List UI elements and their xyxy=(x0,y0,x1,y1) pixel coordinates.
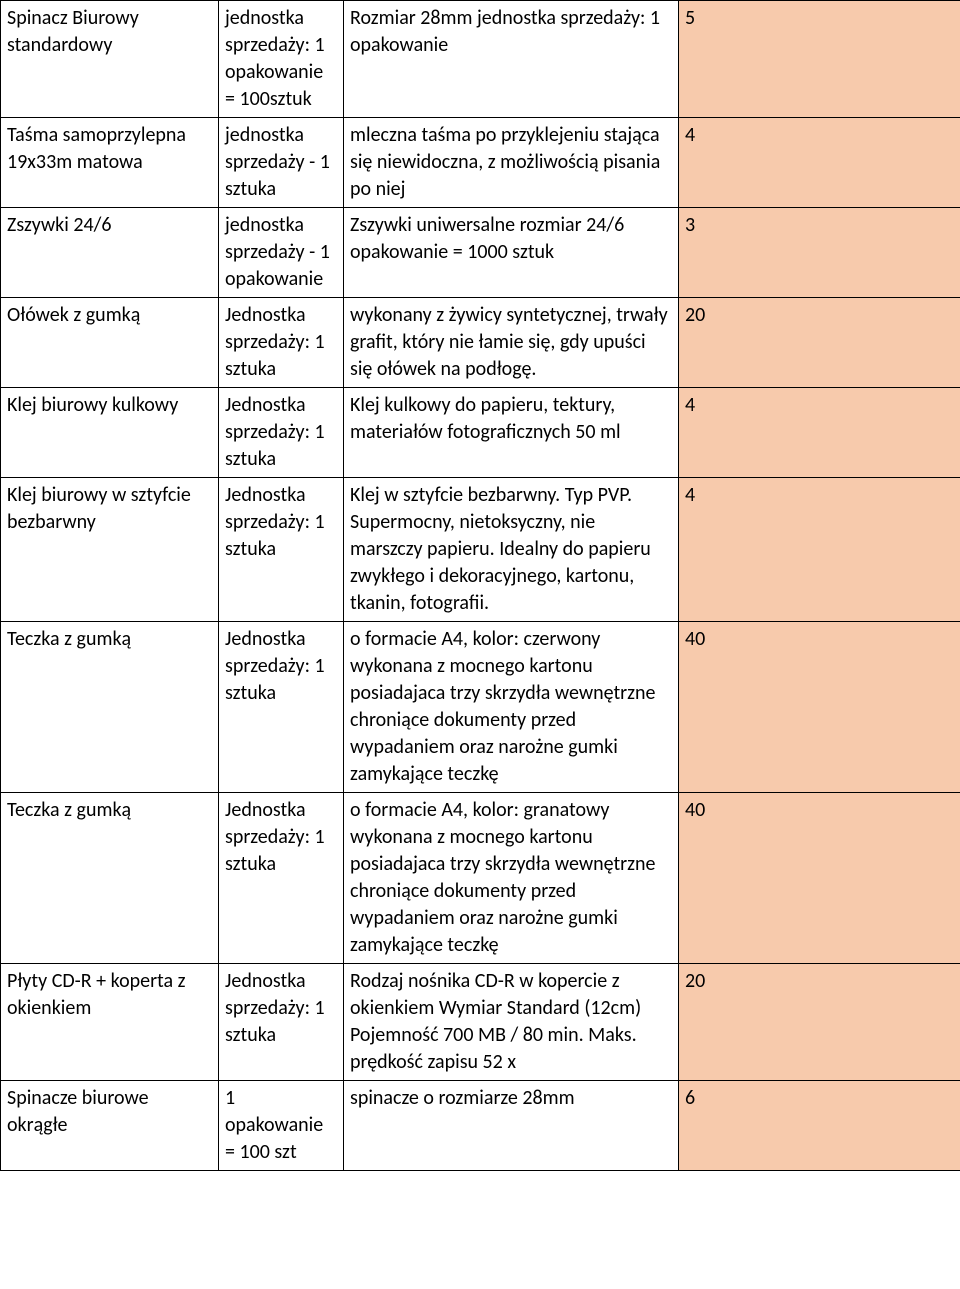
cell-desc: Klej kulkowy do papieru, tektury, materi… xyxy=(344,388,679,478)
products-table: Spinacz Biurowy standardowy jednostka sp… xyxy=(0,0,960,1171)
cell-name: Płyty CD-R + koperta z okienkiem xyxy=(1,964,219,1081)
cell-name: Teczka z gumką xyxy=(1,793,219,964)
cell-unit: jednostka sprzedaży - 1 opakowanie xyxy=(219,208,344,298)
cell-name: Klej biurowy w sztyfcie bezbarwny xyxy=(1,478,219,622)
cell-qty: 20 xyxy=(679,298,960,388)
cell-desc: Rozmiar 28mm jednostka sprzedaży: 1 opak… xyxy=(344,1,679,118)
cell-desc: o formacie A4, kolor: czerwony wykonana … xyxy=(344,622,679,793)
cell-name: Spinacze biurowe okrągłe xyxy=(1,1081,219,1171)
table-row: Spinacze biurowe okrągłe 1 opakowanie = … xyxy=(1,1081,960,1171)
cell-unit: Jednostka sprzedaży: 1 sztuka xyxy=(219,298,344,388)
cell-qty: 4 xyxy=(679,388,960,478)
table-row: Teczka z gumką Jednostka sprzedaży: 1 sz… xyxy=(1,793,960,964)
cell-desc: Klej w sztyfcie bezbarwny. Typ PVP. Supe… xyxy=(344,478,679,622)
cell-qty: 3 xyxy=(679,208,960,298)
table-row: Klej biurowy w sztyfcie bezbarwny Jednos… xyxy=(1,478,960,622)
table-row: Klej biurowy kulkowy Jednostka sprzedaży… xyxy=(1,388,960,478)
cell-qty: 4 xyxy=(679,478,960,622)
cell-unit: Jednostka sprzedaży: 1 sztuka xyxy=(219,622,344,793)
cell-qty: 4 xyxy=(679,118,960,208)
cell-unit: jednostka sprzedaży: 1 opakowanie = 100s… xyxy=(219,1,344,118)
cell-desc: mleczna taśma po przyklejeniu stająca si… xyxy=(344,118,679,208)
cell-desc: wykonany z żywicy syntetycznej, trwały g… xyxy=(344,298,679,388)
cell-desc: Zszywki uniwersalne rozmiar 24/6 opakowa… xyxy=(344,208,679,298)
table-row: Taśma samoprzylepna 19x33m matowa jednos… xyxy=(1,118,960,208)
cell-qty: 40 xyxy=(679,793,960,964)
cell-name: Zszywki 24/6 xyxy=(1,208,219,298)
table-row: Płyty CD-R + koperta z okienkiem Jednost… xyxy=(1,964,960,1081)
cell-qty: 40 xyxy=(679,622,960,793)
cell-desc: o formacie A4, kolor: granatowy wykonana… xyxy=(344,793,679,964)
cell-unit: jednostka sprzedaży - 1 sztuka xyxy=(219,118,344,208)
cell-name: Spinacz Biurowy standardowy xyxy=(1,1,219,118)
cell-name: Teczka z gumką xyxy=(1,622,219,793)
cell-unit: Jednostka sprzedaży: 1 sztuka xyxy=(219,478,344,622)
cell-unit: Jednostka sprzedaży: 1 sztuka xyxy=(219,964,344,1081)
table-row: Spinacz Biurowy standardowy jednostka sp… xyxy=(1,1,960,118)
cell-unit: 1 opakowanie = 100 szt xyxy=(219,1081,344,1171)
cell-qty: 5 xyxy=(679,1,960,118)
table-row: Zszywki 24/6 jednostka sprzedaży - 1 opa… xyxy=(1,208,960,298)
cell-qty: 20 xyxy=(679,964,960,1081)
table-row: Teczka z gumką Jednostka sprzedaży: 1 sz… xyxy=(1,622,960,793)
cell-name: Ołówek z gumką xyxy=(1,298,219,388)
cell-unit: Jednostka sprzedaży: 1 sztuka xyxy=(219,388,344,478)
table-row: Ołówek z gumką Jednostka sprzedaży: 1 sz… xyxy=(1,298,960,388)
cell-desc: spinacze o rozmiarze 28mm xyxy=(344,1081,679,1171)
cell-name: Klej biurowy kulkowy xyxy=(1,388,219,478)
products-table-body: Spinacz Biurowy standardowy jednostka sp… xyxy=(1,1,960,1171)
cell-qty: 6 xyxy=(679,1081,960,1171)
cell-name: Taśma samoprzylepna 19x33m matowa xyxy=(1,118,219,208)
cell-unit: Jednostka sprzedaży: 1 sztuka xyxy=(219,793,344,964)
cell-desc: Rodzaj nośnika CD-R w kopercie z okienki… xyxy=(344,964,679,1081)
